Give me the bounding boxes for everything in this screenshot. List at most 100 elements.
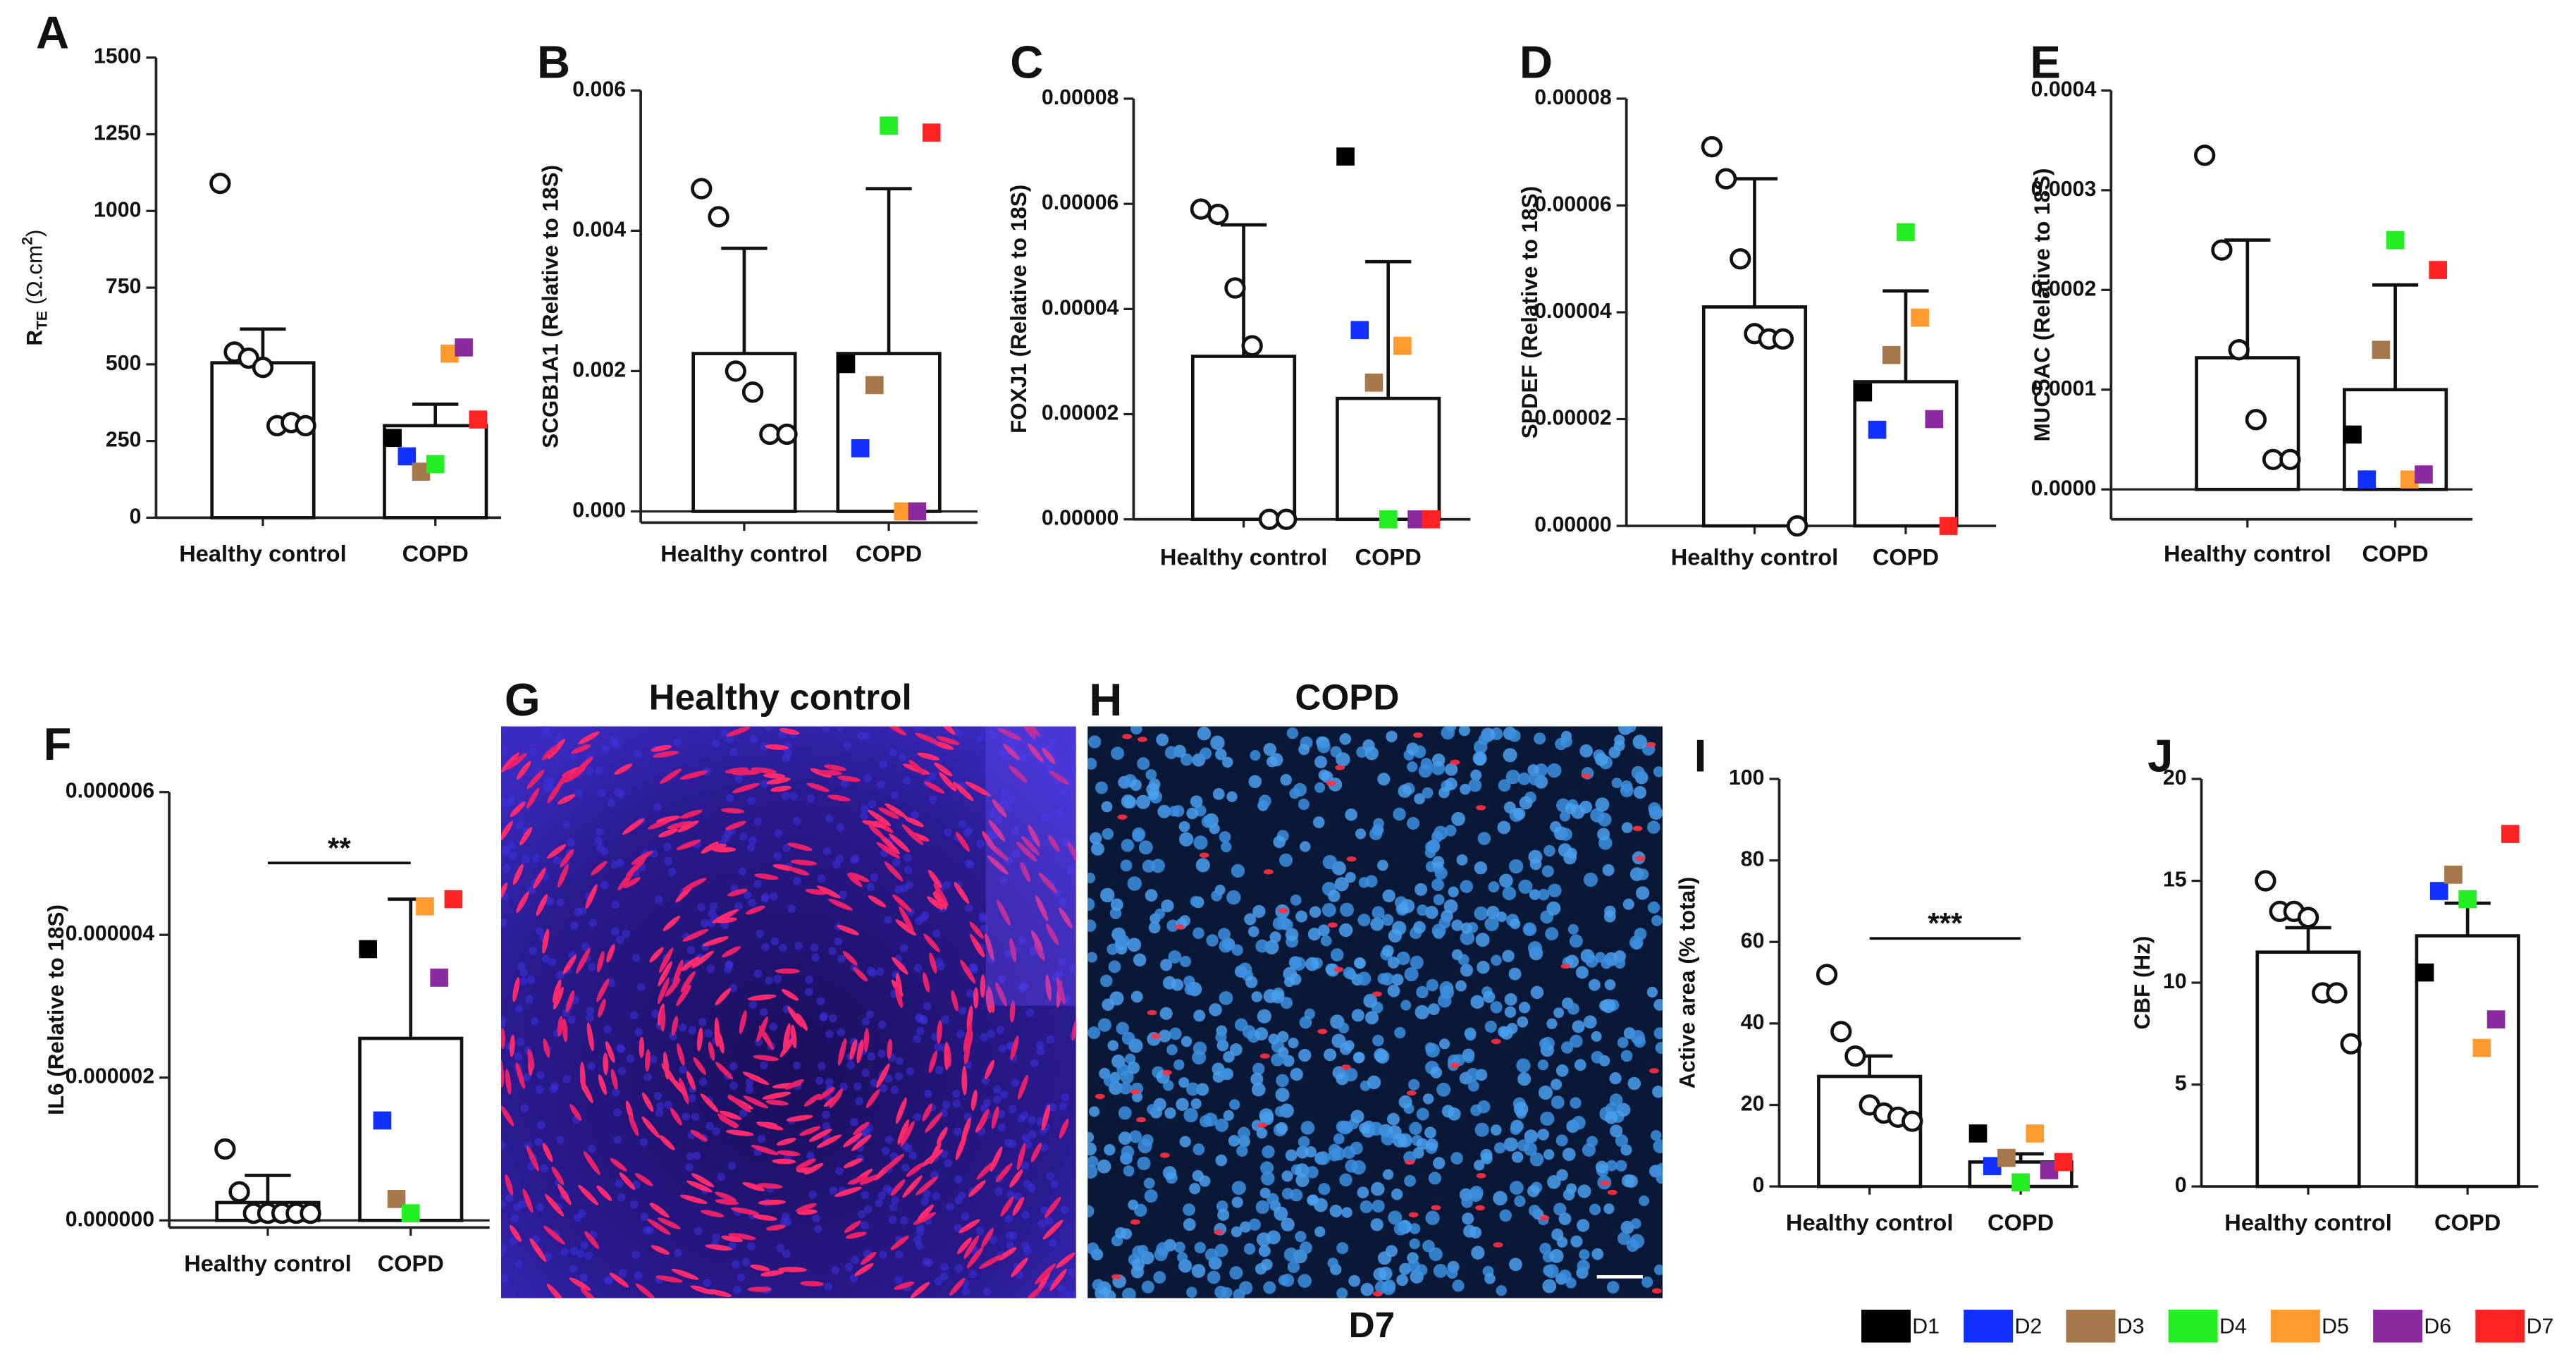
nucleus [1259, 794, 1271, 808]
nucleus [737, 1273, 746, 1282]
nucleus [1438, 1038, 1450, 1050]
nucleus [698, 1077, 708, 1086]
nucleus [857, 1210, 866, 1219]
x-tick-label: COPD [856, 541, 922, 567]
nucleus [787, 904, 796, 914]
cilia-stain [944, 1041, 950, 1071]
cilia-stain [1030, 930, 1043, 952]
cilia-stain [929, 952, 937, 974]
nucleus [1290, 1067, 1303, 1081]
cilia-stain [837, 925, 860, 935]
nucleus [1510, 918, 1521, 930]
legend-label: D2 [2014, 1315, 2042, 1339]
nucleus [536, 1203, 545, 1212]
nucleus [1553, 1203, 1567, 1216]
nucleus [505, 1193, 514, 1203]
cilia-stain [505, 1069, 512, 1095]
nucleus [1023, 1246, 1032, 1255]
cilia-stain [701, 841, 719, 854]
nucleus [1546, 1018, 1558, 1029]
cilia-stain [966, 1246, 984, 1269]
cilia-stain [800, 1281, 825, 1286]
control-point [1241, 335, 1263, 357]
nucleus [1192, 1169, 1204, 1182]
nucleus [913, 964, 923, 973]
cilia-stain [936, 1020, 942, 1044]
nucleus [1343, 966, 1355, 979]
nucleus [1109, 991, 1124, 1006]
nucleus [500, 918, 507, 927]
nucleus [1024, 1141, 1033, 1150]
nucleus [1290, 895, 1302, 906]
nucleus [1509, 1258, 1522, 1272]
nucleus [1508, 859, 1524, 874]
nucleus [1217, 1208, 1230, 1221]
nucleus [1064, 1291, 1072, 1298]
nucleus [1231, 1226, 1243, 1238]
nucleus [1474, 1160, 1485, 1171]
nucleus [1420, 758, 1433, 770]
control-point [776, 423, 798, 446]
cilia-stain [1002, 744, 1021, 761]
nucleus [1529, 889, 1541, 900]
cilia-stain [1026, 1286, 1042, 1298]
nucleus [1431, 830, 1443, 843]
nucleus [1013, 1192, 1023, 1201]
nucleus [1433, 1157, 1446, 1169]
nucleus [537, 1121, 546, 1130]
nucleus [1463, 1052, 1474, 1064]
nucleus [1343, 1067, 1358, 1082]
x-tick-label: Healthy control [660, 541, 827, 567]
nucleus [877, 1020, 887, 1029]
nucleus [1035, 1040, 1044, 1050]
nucleus [877, 1191, 887, 1200]
nucleus [1632, 735, 1648, 749]
nucleus [1160, 959, 1173, 971]
cilia-stain [966, 1005, 973, 1032]
nucleus [1274, 1106, 1286, 1117]
cilia-stain [951, 990, 959, 1012]
nucleus [1087, 1131, 1095, 1143]
control-point [759, 423, 781, 446]
nucleus [1381, 914, 1394, 926]
cilia-stain [653, 751, 679, 758]
nucleus [1048, 737, 1057, 745]
nucleus [615, 1179, 624, 1188]
nucleus [1277, 1031, 1289, 1043]
nucleus [1594, 752, 1608, 766]
nucleus [870, 873, 879, 882]
nucleus [622, 929, 630, 938]
nucleus [1475, 933, 1490, 947]
cilia-stain [727, 888, 748, 897]
nucleus [616, 1043, 625, 1052]
nucleus [849, 1274, 858, 1283]
nucleus [782, 843, 791, 852]
cilia-stain [1405, 1159, 1415, 1165]
nucleus [1511, 1151, 1524, 1163]
nucleus [832, 860, 841, 869]
nucleus [686, 946, 696, 954]
cilia-stain [995, 982, 1007, 1007]
nucleus [1537, 1059, 1549, 1071]
nucleus [1116, 1063, 1129, 1076]
nucleus [900, 1216, 908, 1225]
nucleus [1355, 828, 1367, 840]
cilia-stain [1056, 977, 1066, 1004]
cilia-stain [725, 1129, 754, 1136]
cilia-stain [782, 1023, 791, 1050]
cilia-stain [1560, 963, 1571, 969]
nucleus [577, 1209, 586, 1218]
legend-swatch [2168, 1309, 2218, 1343]
cilia-stain [1009, 1000, 1016, 1023]
nucleus [1562, 1148, 1576, 1161]
nucleus [534, 1138, 543, 1146]
nucleus [1357, 971, 1372, 986]
nucleus [721, 834, 730, 842]
cilia-stain [747, 994, 777, 1001]
cilia-stain [847, 1176, 868, 1185]
cilia-stain [1011, 1257, 1028, 1277]
cilia-stain [988, 820, 1006, 842]
error-bar [2285, 926, 2331, 952]
cilia-stain [934, 762, 953, 777]
nucleus [1351, 1009, 1364, 1022]
